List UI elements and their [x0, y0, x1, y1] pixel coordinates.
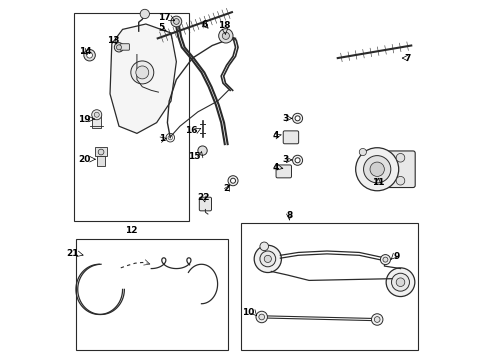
- Circle shape: [369, 162, 384, 176]
- Text: 4: 4: [272, 163, 278, 172]
- Circle shape: [395, 153, 404, 162]
- Text: 22: 22: [197, 193, 209, 202]
- Circle shape: [255, 311, 267, 323]
- Circle shape: [355, 148, 398, 191]
- Circle shape: [258, 314, 264, 320]
- Circle shape: [114, 42, 123, 52]
- Circle shape: [371, 314, 382, 325]
- Text: 3: 3: [282, 114, 288, 123]
- Text: 18: 18: [218, 21, 230, 30]
- Circle shape: [168, 135, 172, 140]
- Text: 1: 1: [159, 134, 165, 143]
- Circle shape: [173, 19, 179, 24]
- Text: 7: 7: [404, 54, 410, 63]
- Circle shape: [92, 110, 102, 120]
- FancyBboxPatch shape: [276, 165, 291, 178]
- Text: 12: 12: [125, 226, 138, 235]
- Text: 3: 3: [282, 156, 288, 165]
- Bar: [92, 114, 101, 128]
- Bar: [241, 223, 418, 350]
- FancyBboxPatch shape: [120, 44, 129, 50]
- Text: 10: 10: [241, 308, 254, 317]
- Text: 5: 5: [158, 23, 164, 32]
- Circle shape: [198, 146, 207, 155]
- Circle shape: [86, 52, 92, 58]
- Circle shape: [222, 32, 229, 40]
- Circle shape: [380, 255, 389, 265]
- Bar: [76, 239, 228, 350]
- Circle shape: [373, 317, 379, 322]
- Polygon shape: [110, 24, 176, 134]
- Text: 14: 14: [79, 47, 91, 56]
- Text: 15: 15: [188, 152, 201, 161]
- Text: 8: 8: [285, 211, 292, 220]
- Circle shape: [94, 112, 99, 117]
- Circle shape: [116, 45, 121, 50]
- FancyBboxPatch shape: [383, 151, 414, 188]
- Circle shape: [171, 16, 182, 27]
- Circle shape: [131, 61, 153, 84]
- Circle shape: [98, 149, 104, 155]
- Circle shape: [395, 176, 404, 185]
- Text: 9: 9: [392, 252, 399, 261]
- Circle shape: [264, 255, 271, 262]
- FancyBboxPatch shape: [199, 197, 211, 211]
- Circle shape: [382, 257, 387, 262]
- Circle shape: [294, 116, 300, 121]
- Text: 17: 17: [157, 13, 170, 22]
- Text: 13: 13: [107, 36, 120, 45]
- Circle shape: [83, 49, 95, 61]
- Circle shape: [359, 148, 366, 156]
- Text: 11: 11: [371, 178, 384, 187]
- Circle shape: [294, 158, 300, 163]
- Circle shape: [136, 66, 148, 79]
- Text: 16: 16: [185, 126, 198, 135]
- Circle shape: [260, 242, 268, 251]
- Circle shape: [391, 273, 408, 291]
- Text: 20: 20: [79, 155, 91, 164]
- Text: 19: 19: [78, 114, 91, 123]
- Text: 4: 4: [272, 131, 278, 140]
- Circle shape: [218, 29, 233, 43]
- Circle shape: [292, 155, 302, 165]
- FancyBboxPatch shape: [283, 131, 298, 144]
- Text: 6: 6: [202, 19, 208, 28]
- Text: 2: 2: [223, 184, 229, 193]
- Bar: [94, 147, 107, 156]
- Text: 21: 21: [66, 249, 79, 258]
- Bar: [97, 156, 104, 166]
- Circle shape: [254, 245, 281, 273]
- Circle shape: [363, 156, 390, 183]
- Circle shape: [292, 113, 302, 123]
- Bar: [74, 13, 188, 221]
- Circle shape: [140, 9, 149, 19]
- Circle shape: [386, 268, 414, 297]
- Circle shape: [260, 251, 275, 267]
- Circle shape: [230, 178, 235, 183]
- Circle shape: [165, 134, 174, 142]
- Circle shape: [395, 278, 404, 287]
- Circle shape: [227, 176, 238, 186]
